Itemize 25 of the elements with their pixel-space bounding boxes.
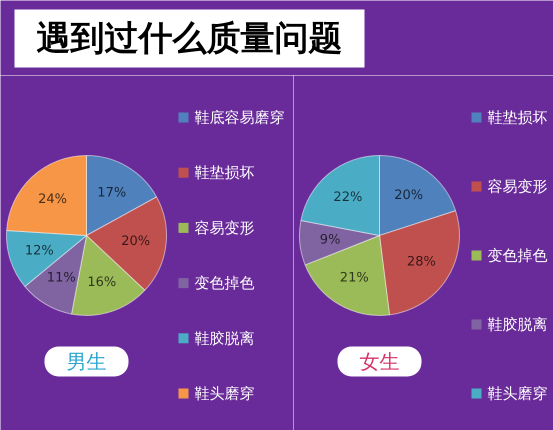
data-label: 17% <box>97 185 126 200</box>
legend-label: 鞋胶脱离 <box>488 316 548 334</box>
text: 女生 <box>360 350 400 374</box>
data-label: 20% <box>121 234 150 250</box>
chart-title: 遇到过什么质量问题 <box>36 18 342 58</box>
data-label: 28% <box>406 254 436 270</box>
data-label: 9% <box>320 232 340 248</box>
legend-label: 鞋垫损坏 <box>194 164 254 182</box>
data-label: 11% <box>46 270 76 286</box>
legend-label: 鞋垫损坏 <box>488 108 548 126</box>
legend-label: 鞋底容易磨穿 <box>194 108 284 126</box>
data-label: 21% <box>340 270 369 286</box>
data-label: 16% <box>87 275 116 290</box>
legend-label: 鞋头磨穿 <box>194 384 254 402</box>
legend-label: 容易变形 <box>194 218 254 237</box>
data-label: 20% <box>394 188 424 203</box>
data-label: 22% <box>333 190 362 205</box>
legend-label: 鞋头磨穿 <box>488 384 548 402</box>
legend-label: 变色掉色 <box>194 274 254 292</box>
legend-label: 容易变形 <box>488 178 548 196</box>
legend-label: 变色掉色 <box>488 246 548 264</box>
legend-label: 鞋胶脱离 <box>194 329 254 348</box>
data-label: 24% <box>38 192 68 207</box>
data-label: 12% <box>24 243 54 258</box>
text: 男生 <box>66 350 106 374</box>
